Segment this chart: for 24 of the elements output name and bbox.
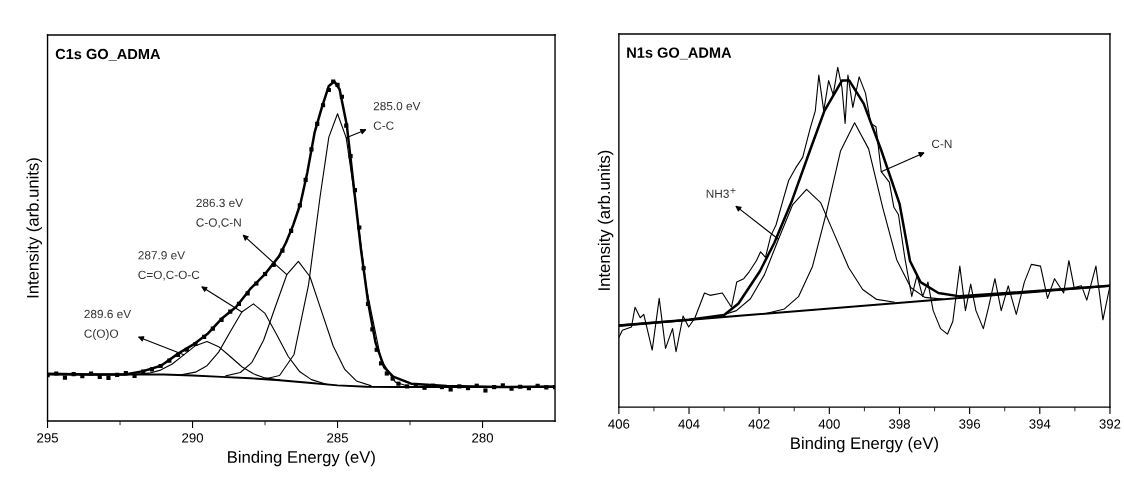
x-tick-label: 396 bbox=[959, 419, 981, 429]
annotation: 289.6 eV C(O)O bbox=[84, 309, 132, 341]
annotation: NH3$^{+}$ bbox=[706, 188, 736, 198]
y-axis-title: Intensity (arb.units) bbox=[597, 150, 614, 290]
x-tick-label: 280 bbox=[472, 433, 494, 443]
annotation: C-N bbox=[931, 139, 952, 149]
x-tick-label: 398 bbox=[888, 419, 910, 429]
x-tick-label: 404 bbox=[678, 419, 700, 429]
x-tick-label: 295 bbox=[37, 433, 58, 443]
x-tick-label: 285 bbox=[327, 433, 348, 443]
x-tick-label: 394 bbox=[1029, 419, 1051, 429]
annotation: 285.0 eV C-C bbox=[373, 101, 421, 130]
annotation: 287.9 eV C=O,C-O-C bbox=[138, 251, 200, 281]
x-tick-label: 406 bbox=[608, 419, 630, 429]
x-axis-title: Binding Energy (eV) bbox=[228, 450, 375, 467]
chart-title: C1s GO_ADMA bbox=[55, 48, 161, 61]
x-tick-label: 400 bbox=[818, 419, 840, 429]
x-tick-label: 392 bbox=[1099, 419, 1121, 429]
x-axis-title: Binding Energy (eV) bbox=[791, 436, 938, 453]
chart-title: N1s GO_ADMA bbox=[627, 47, 732, 60]
x-tick-label: 402 bbox=[748, 419, 770, 429]
y-axis-title: Intensity (arb.units) bbox=[26, 158, 42, 298]
annotation: 286.3 eV C-O,C-N bbox=[196, 198, 244, 229]
x-tick-label: 290 bbox=[182, 433, 204, 443]
